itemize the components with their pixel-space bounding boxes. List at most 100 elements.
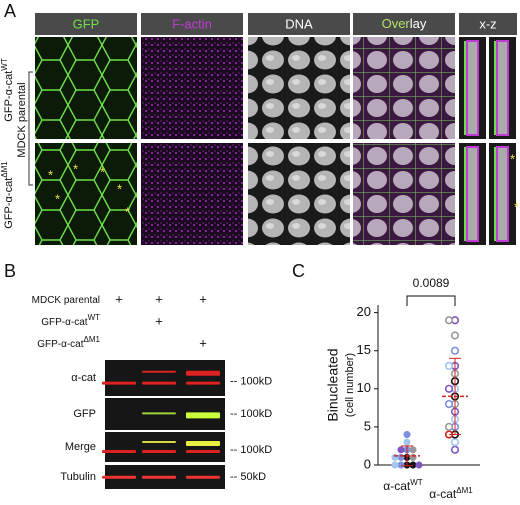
band: [142, 412, 176, 415]
group-bracket: [28, 71, 33, 186]
data-point: [444, 361, 454, 371]
row-label-main: GFP-α-cat: [3, 178, 15, 229]
data-point: [450, 445, 460, 454]
y-tick-label: 0: [364, 456, 371, 471]
x-tick-label-sup: ΔM1: [456, 486, 473, 495]
column-header: x-z: [479, 16, 496, 31]
x-tick-label: α-catΔM1: [429, 486, 473, 502]
condition-label-sup: WT: [88, 313, 101, 322]
data-point: [415, 461, 423, 469]
condition-label: GFP-α-catWT: [41, 313, 100, 328]
data-point: [403, 430, 411, 439]
column-header-bg: [141, 13, 243, 35]
band: [186, 412, 220, 419]
data-point: [409, 461, 417, 469]
asterisk: *: [117, 181, 122, 196]
lane-mark: +: [115, 291, 123, 306]
row-label-main: GFP-α-cat: [3, 71, 15, 122]
lane-mark: +: [199, 335, 207, 350]
size-marker: -- 100kD: [230, 444, 272, 456]
column-header-bg: [353, 13, 455, 35]
micrograph: [141, 143, 243, 245]
band: [142, 381, 176, 385]
x-tick-label-main: α-cat: [429, 487, 457, 501]
y-tick-label: 15: [357, 342, 371, 357]
blot: [105, 432, 225, 462]
p-value: 0.0089: [413, 276, 450, 290]
blot-label: GFP: [73, 408, 96, 420]
column-header: GFP: [73, 16, 100, 31]
micrograph: [353, 37, 455, 139]
blot-label: Merge: [65, 441, 96, 453]
asterisk: *: [55, 191, 60, 206]
asterisk: *: [514, 199, 519, 214]
column-header-bg: [459, 13, 517, 35]
micrograph: [35, 37, 137, 139]
group-label: MDCK parental: [16, 82, 28, 157]
row-label: GFP-α-catΔM1: [0, 161, 15, 229]
column-header-bg: [248, 13, 350, 35]
lane-mark: +: [199, 291, 207, 306]
micrograph: [248, 37, 350, 139]
asterisk: *: [73, 161, 78, 176]
panel-label: A: [4, 1, 16, 21]
y-tick-label: 5: [364, 418, 371, 433]
data-point: [450, 331, 460, 340]
data-point: [444, 384, 454, 393]
band: [186, 370, 220, 376]
column-header: DNA: [285, 16, 313, 31]
band: [186, 475, 220, 479]
x-tick-label: α-catWT: [383, 478, 423, 494]
overlay-part: Over: [382, 16, 411, 31]
size-marker: -- 100kD: [230, 376, 272, 388]
band: [186, 441, 220, 446]
asterisk: *: [125, 204, 130, 219]
column-header-bg: [35, 13, 137, 35]
data-point: [391, 453, 399, 461]
x-tick-label-main: α-cat: [383, 479, 411, 493]
condition-label-main: GFP-α-cat: [37, 339, 84, 350]
data-point: [397, 453, 405, 461]
asterisk: *: [510, 151, 515, 166]
band: [102, 475, 136, 479]
panel-label: C: [292, 261, 305, 281]
y-tick-label: 10: [357, 380, 371, 395]
band: [142, 450, 176, 453]
data-point: [444, 316, 454, 325]
row-label: GFP-α-catWT: [0, 58, 15, 122]
asterisk: *: [48, 167, 53, 182]
band: [102, 381, 136, 385]
data-point: [409, 446, 417, 454]
condition-label-main: MDCK parental: [32, 295, 100, 306]
data-point: [444, 399, 454, 409]
column-header: Overlay: [382, 16, 427, 31]
blot: [105, 360, 225, 396]
micrograph: [141, 37, 243, 139]
data-point: [444, 422, 454, 432]
xz-section-cells: [496, 40, 509, 136]
x-tick-label-sup: WT: [410, 478, 423, 487]
condition-label-sup: ΔM1: [84, 335, 101, 344]
data-point: [409, 453, 417, 461]
band: [102, 450, 136, 453]
band: [142, 475, 176, 479]
data-point: [450, 346, 460, 355]
row-label-sup: WT: [0, 58, 9, 71]
column-header: F-actin: [172, 16, 212, 31]
data-point: [397, 446, 405, 454]
band: [186, 381, 220, 385]
band: [186, 450, 220, 453]
asterisk: *: [100, 164, 105, 179]
xz-section-cells: [466, 40, 479, 136]
y-axis-sublabel: (cell number): [344, 353, 356, 417]
band: [142, 441, 176, 443]
data-point: [397, 461, 405, 469]
significance-bracket: [406, 295, 456, 306]
panel-label: B: [4, 261, 16, 281]
micrograph: [35, 143, 137, 245]
data-point: [403, 438, 411, 446]
lane-mark: +: [155, 291, 163, 306]
row-label-sup: ΔM1: [0, 161, 9, 178]
